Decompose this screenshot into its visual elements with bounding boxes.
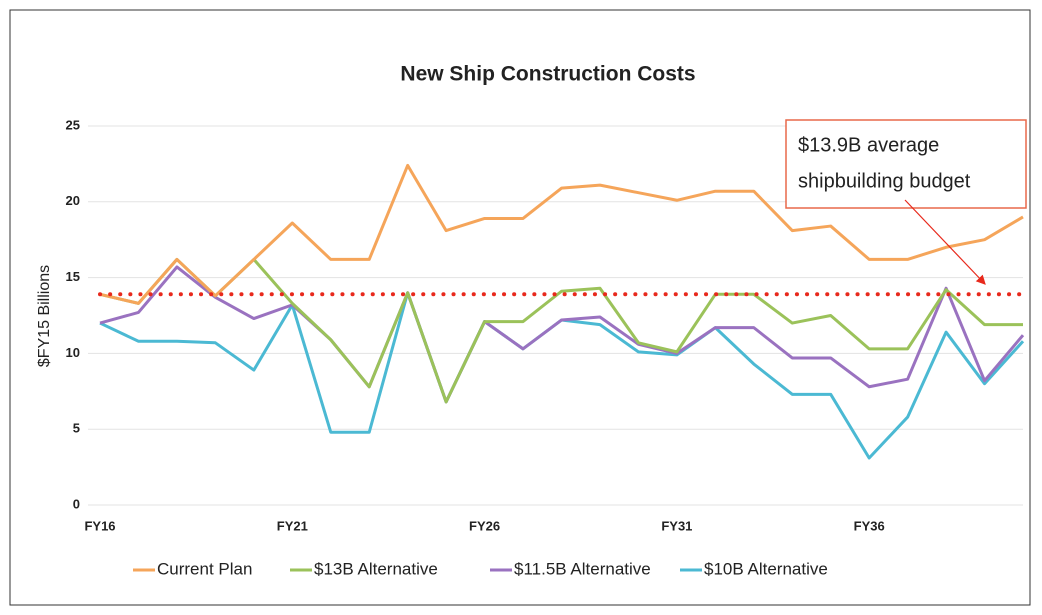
x-tick-label: FY21 — [277, 518, 308, 533]
x-tick-label: FY31 — [661, 518, 692, 533]
legend-label: $10B Alternative — [704, 559, 828, 578]
x-tick-label: FY26 — [469, 518, 500, 533]
legend-label: $11.5B Alternative — [514, 559, 651, 578]
y-tick-label: 0 — [73, 496, 80, 511]
series-line — [99, 265, 1025, 404]
y-tick-label: 25 — [66, 117, 80, 132]
y-axis-label: $FY15 Billions — [36, 265, 53, 367]
annotation-box — [785, 119, 1027, 209]
y-tick-label: 5 — [73, 421, 80, 436]
annotation-text: $13.9B average — [798, 134, 939, 156]
y-tick-label: 15 — [66, 269, 80, 284]
series-line — [99, 163, 1024, 305]
annotation-text: shipbuilding budget — [798, 170, 971, 192]
legend-label: $13B Alternative — [314, 559, 438, 578]
x-tick-label: FY36 — [854, 518, 885, 533]
legend-label: Current Plan — [157, 559, 252, 578]
x-tick-label: FY16 — [84, 518, 115, 533]
chart-title: New Ship Construction Costs — [400, 63, 695, 86]
frame — [9, 9, 1031, 606]
annotation-arrow — [904, 199, 986, 285]
y-tick-label: 20 — [66, 193, 80, 208]
y-tick-label: 10 — [66, 345, 80, 360]
